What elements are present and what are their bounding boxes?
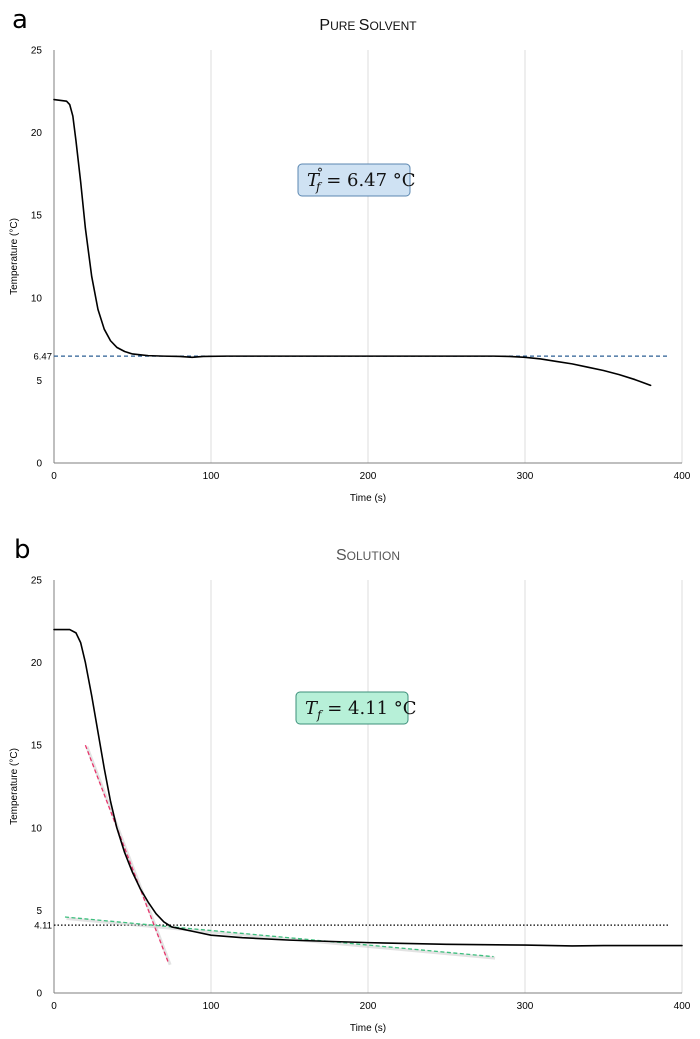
y-tick-label: 5 xyxy=(36,906,42,917)
x-tick-label: 100 xyxy=(203,1001,220,1012)
chart-title: SOLUTION xyxy=(336,547,400,564)
annotation-value: = 4.11 °C xyxy=(321,698,416,719)
chart-title: PURE SOLVENT xyxy=(319,17,417,34)
x-tick-label: 400 xyxy=(674,471,691,482)
y-axis-label: Temperature (°C) xyxy=(9,748,20,825)
y-tick-label: 15 xyxy=(31,741,43,752)
y-tick-label: 25 xyxy=(31,46,43,57)
annotation-symbol: T xyxy=(305,698,319,719)
annotation-subscript: f xyxy=(315,180,323,194)
annotation-box xyxy=(295,691,409,725)
chart-panel-b: b SOLUTION 0 100 200 300 400 0 5 10 15 20 25 Time (s)… xyxy=(9,535,691,1034)
annotation-text: T° f = 6.47 °C xyxy=(307,166,416,194)
x-tick-label: 300 xyxy=(517,1001,534,1012)
title-rest: OLVENT xyxy=(369,19,417,33)
x-tick-label: 0 xyxy=(51,471,57,482)
title-initial: P xyxy=(319,17,330,34)
title-rest: URE xyxy=(330,19,355,33)
x-axis-label: Time (s) xyxy=(350,1023,386,1034)
x-tick-label: 300 xyxy=(517,471,534,482)
chart-panel-a: a PURE SOLVENT 0 100 200 300 400 0 5 10 15 20 25 Time… xyxy=(9,5,691,504)
y-tick-label: 20 xyxy=(31,658,43,669)
annotation-box xyxy=(297,163,411,197)
tangent-line xyxy=(64,916,494,958)
panel-letter: b xyxy=(14,535,31,565)
y-axis-label: Temperature (°C) xyxy=(9,218,20,295)
x-tick-label: 100 xyxy=(203,471,220,482)
y-tick-label: 5 xyxy=(36,376,42,387)
y-tick-label: 20 xyxy=(31,128,43,139)
annotation-superscript: ° xyxy=(317,166,323,180)
reference-line-label: 4.11 xyxy=(34,921,52,932)
y-tick-label: 15 xyxy=(31,211,43,222)
x-tick-label: 0 xyxy=(51,1001,57,1012)
y-tick-label: 10 xyxy=(31,293,43,304)
series-line xyxy=(53,98,652,387)
annotation-subscript: f xyxy=(316,708,324,722)
title-initial: S xyxy=(359,17,370,34)
tangent-line-shadow xyxy=(85,746,172,966)
annotation-text: Tf = 4.11 °C xyxy=(305,698,417,722)
reference-line-label: 6.47 xyxy=(34,352,53,363)
x-tick-label: 200 xyxy=(360,471,377,482)
title-initial: S xyxy=(336,547,347,564)
panel-letter: a xyxy=(12,5,28,35)
y-tick-label: 25 xyxy=(31,576,43,587)
series-line xyxy=(53,628,683,947)
tangent-line-shadow xyxy=(66,917,496,960)
y-tick-label: 10 xyxy=(31,823,43,834)
title-rest: OLUTION xyxy=(347,549,400,563)
x-axis-label: Time (s) xyxy=(350,493,386,504)
annotation-symbol: T xyxy=(307,170,321,191)
y-tick-label: 0 xyxy=(36,459,42,470)
annotation-value: = 6.47 °C xyxy=(320,170,415,191)
y-tick-label: 0 xyxy=(36,989,42,1000)
x-tick-label: 400 xyxy=(674,1001,691,1012)
x-tick-label: 200 xyxy=(360,1001,377,1012)
